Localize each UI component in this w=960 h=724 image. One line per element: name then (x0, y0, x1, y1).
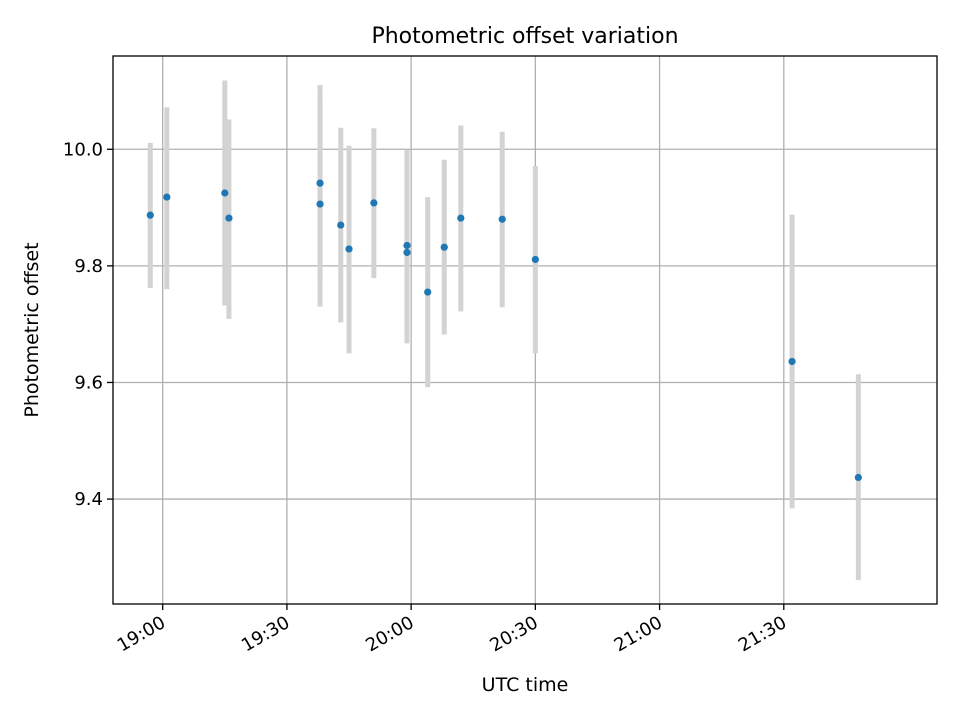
data-point (225, 214, 233, 222)
data-point (457, 214, 465, 222)
chart-title: Photometric offset variation (371, 24, 678, 49)
data-point (337, 221, 345, 229)
data-point (370, 199, 378, 207)
data-point (854, 473, 862, 482)
plot-frame (112, 55, 938, 605)
data-point (316, 200, 324, 208)
data-points (146, 179, 862, 482)
data-point (163, 193, 171, 201)
y-tick-label: 9.6 (74, 372, 103, 393)
x-axis-label: UTC time (482, 674, 569, 696)
y-tick-label: 10.0 (63, 139, 103, 160)
y-tick-label: 9.8 (74, 256, 103, 277)
data-point (403, 248, 411, 257)
data-point (531, 255, 539, 264)
data-point (146, 211, 154, 219)
data-point (498, 215, 506, 223)
data-point (221, 189, 229, 197)
data-point (440, 243, 448, 251)
data-point (316, 179, 324, 187)
data-point (424, 288, 432, 296)
y-axis-label: Photometric offset (21, 242, 43, 417)
y-axis-ticks: 9.4 9.6 9.8 10.0 (63, 139, 113, 510)
y-tick-label: 9.4 (74, 489, 103, 510)
data-point (345, 245, 353, 253)
data-point (788, 357, 796, 366)
grid (113, 56, 937, 604)
data-point (403, 241, 411, 250)
